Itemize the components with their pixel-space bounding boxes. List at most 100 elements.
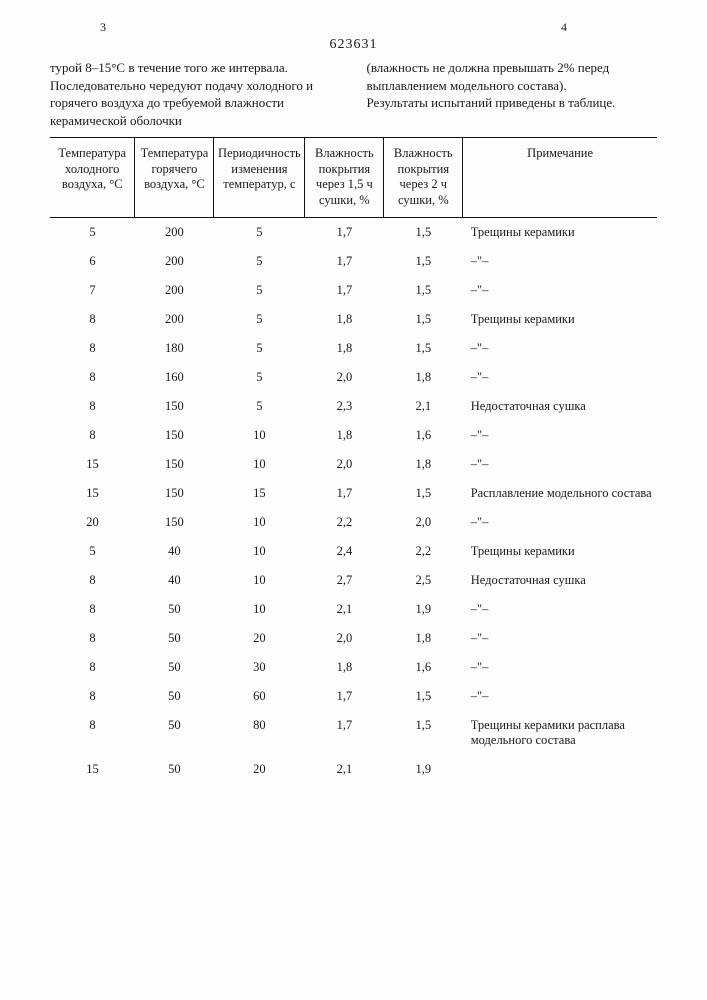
data-cell: 1,8: [384, 624, 463, 653]
data-cell: 8: [50, 363, 135, 392]
data-cell: 50: [135, 653, 214, 682]
note-cell: –"–: [463, 653, 657, 682]
data-cell: 150: [135, 421, 214, 450]
data-cell: 8: [50, 653, 135, 682]
data-cell: 10: [214, 421, 305, 450]
data-cell: 2,0: [305, 363, 384, 392]
table-row: 840102,72,5Недостаточная сушка: [50, 566, 657, 595]
data-cell: 180: [135, 334, 214, 363]
data-cell: 1,5: [384, 247, 463, 276]
data-cell: 2,3: [305, 392, 384, 421]
data-cell: 1,8: [305, 653, 384, 682]
data-cell: 10: [214, 450, 305, 479]
data-cell: 1,5: [384, 334, 463, 363]
table-row: 8150101,81,6–"–: [50, 421, 657, 450]
data-cell: 5: [214, 305, 305, 334]
note-cell: –"–: [463, 363, 657, 392]
data-cell: 2,7: [305, 566, 384, 595]
data-cell: 60: [214, 682, 305, 711]
data-cell: 10: [214, 595, 305, 624]
data-cell: 5: [214, 276, 305, 305]
note-cell: Трещины керамики: [463, 217, 657, 247]
data-cell: 30: [214, 653, 305, 682]
data-cell: 1,7: [305, 711, 384, 755]
data-cell: 1,5: [384, 276, 463, 305]
data-cell: 2,1: [384, 392, 463, 421]
data-cell: 1,5: [384, 711, 463, 755]
data-cell: 20: [50, 508, 135, 537]
data-cell: 2,1: [305, 755, 384, 784]
col-header-1: Температура горячего воздуха, °C: [135, 138, 214, 218]
note-cell: –"–: [463, 624, 657, 653]
data-cell: 1,5: [384, 479, 463, 508]
data-cell: 5: [50, 537, 135, 566]
table-row: 1550202,11,9: [50, 755, 657, 784]
data-cell: 8: [50, 682, 135, 711]
data-cell: 1,5: [384, 305, 463, 334]
data-cell: 2,0: [305, 450, 384, 479]
results-table: Температура холодного воздуха, °CТемпера…: [50, 137, 657, 784]
data-cell: 1,5: [384, 682, 463, 711]
table-row: 850601,71,5–"–: [50, 682, 657, 711]
data-cell: 200: [135, 305, 214, 334]
data-cell: 50: [135, 595, 214, 624]
col-header-2: Периодичность изменения температур, с: [214, 138, 305, 218]
table-row: 816052,01,8–"–: [50, 363, 657, 392]
data-cell: 2,5: [384, 566, 463, 595]
table-row: 815052,32,1Недостаточная сушка: [50, 392, 657, 421]
doc-number: 623631: [50, 37, 657, 53]
table-row: 620051,71,5–"–: [50, 247, 657, 276]
data-cell: 20: [214, 624, 305, 653]
data-cell: 2,2: [384, 537, 463, 566]
data-cell: 50: [135, 711, 214, 755]
data-cell: 200: [135, 217, 214, 247]
data-cell: 1,7: [305, 479, 384, 508]
note-cell: –"–: [463, 595, 657, 624]
data-cell: 8: [50, 305, 135, 334]
table-row: 520051,71,5Трещины керамики: [50, 217, 657, 247]
data-cell: 80: [214, 711, 305, 755]
data-cell: 150: [135, 392, 214, 421]
intro-left: турой 8–15°C в течение того же интервала…: [50, 59, 341, 129]
intro-right: (влажность не должна превышать 2% перед …: [367, 59, 658, 129]
table-row: 20150102,22,0–"–: [50, 508, 657, 537]
data-cell: 1,9: [384, 755, 463, 784]
data-cell: 15: [214, 479, 305, 508]
data-cell: 50: [135, 755, 214, 784]
data-cell: 15: [50, 479, 135, 508]
table-row: 540102,42,2Трещины керамики: [50, 537, 657, 566]
data-cell: 40: [135, 537, 214, 566]
data-cell: 10: [214, 537, 305, 566]
note-cell: Недостаточная сушка: [463, 566, 657, 595]
data-cell: 8: [50, 421, 135, 450]
table-row: 850202,01,8–"–: [50, 624, 657, 653]
data-cell: 1,5: [384, 217, 463, 247]
table-row: 720051,71,5–"–: [50, 276, 657, 305]
page-num-left: 3: [100, 20, 106, 35]
data-cell: 20: [214, 755, 305, 784]
data-cell: 2,0: [384, 508, 463, 537]
data-cell: 8: [50, 624, 135, 653]
data-cell: 1,7: [305, 276, 384, 305]
data-cell: 150: [135, 508, 214, 537]
data-cell: 1,7: [305, 682, 384, 711]
note-cell: –"–: [463, 247, 657, 276]
note-cell: Трещины керамики: [463, 305, 657, 334]
data-cell: 7: [50, 276, 135, 305]
data-cell: 200: [135, 247, 214, 276]
data-cell: 2,2: [305, 508, 384, 537]
note-cell: –"–: [463, 421, 657, 450]
note-cell: –"–: [463, 450, 657, 479]
note-cell: –"–: [463, 276, 657, 305]
table-row: 850301,81,6–"–: [50, 653, 657, 682]
data-cell: 50: [135, 624, 214, 653]
note-cell: –"–: [463, 682, 657, 711]
data-cell: 2,1: [305, 595, 384, 624]
data-cell: 1,8: [384, 450, 463, 479]
table-row: 818051,81,5–"–: [50, 334, 657, 363]
data-cell: 2,4: [305, 537, 384, 566]
data-cell: 5: [214, 247, 305, 276]
data-cell: 8: [50, 392, 135, 421]
data-cell: 40: [135, 566, 214, 595]
data-cell: 8: [50, 566, 135, 595]
